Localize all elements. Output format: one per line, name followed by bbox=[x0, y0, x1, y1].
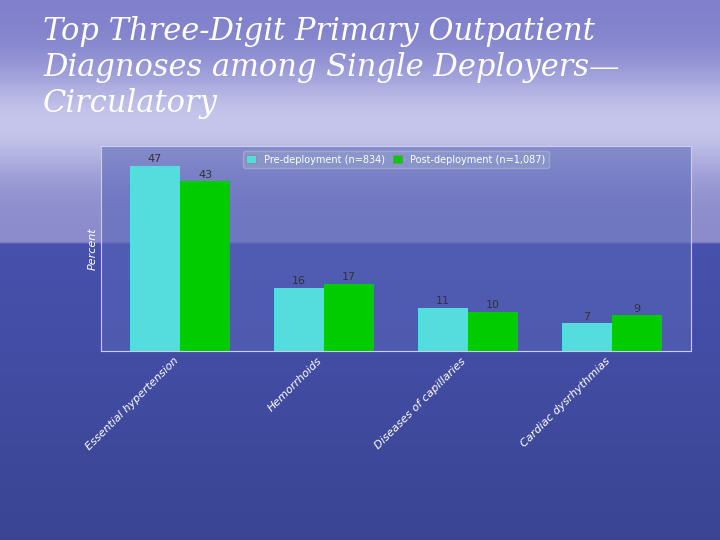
Bar bbox=[562, 323, 612, 351]
Bar bbox=[468, 312, 518, 351]
Text: 10: 10 bbox=[486, 300, 500, 310]
Bar bbox=[418, 308, 468, 351]
Text: 16: 16 bbox=[292, 276, 306, 286]
Text: 7: 7 bbox=[583, 312, 590, 322]
Text: Top Three-Digit Primary Outpatient
Diagnoses among Single Deployers—
Circulatory: Top Three-Digit Primary Outpatient Diagn… bbox=[43, 16, 620, 119]
Text: 11: 11 bbox=[436, 296, 450, 306]
Bar bbox=[324, 284, 374, 351]
Bar bbox=[130, 166, 180, 351]
Text: 47: 47 bbox=[148, 154, 162, 164]
Bar bbox=[274, 288, 324, 351]
Legend: Pre-deployment (n=834), Post-deployment (n=1,087): Pre-deployment (n=834), Post-deployment … bbox=[243, 151, 549, 168]
Y-axis label: Percent: Percent bbox=[88, 227, 98, 269]
Bar bbox=[180, 181, 230, 351]
Bar bbox=[612, 315, 662, 351]
Text: 17: 17 bbox=[342, 272, 356, 282]
Text: 43: 43 bbox=[198, 170, 212, 180]
Text: 9: 9 bbox=[634, 304, 641, 314]
